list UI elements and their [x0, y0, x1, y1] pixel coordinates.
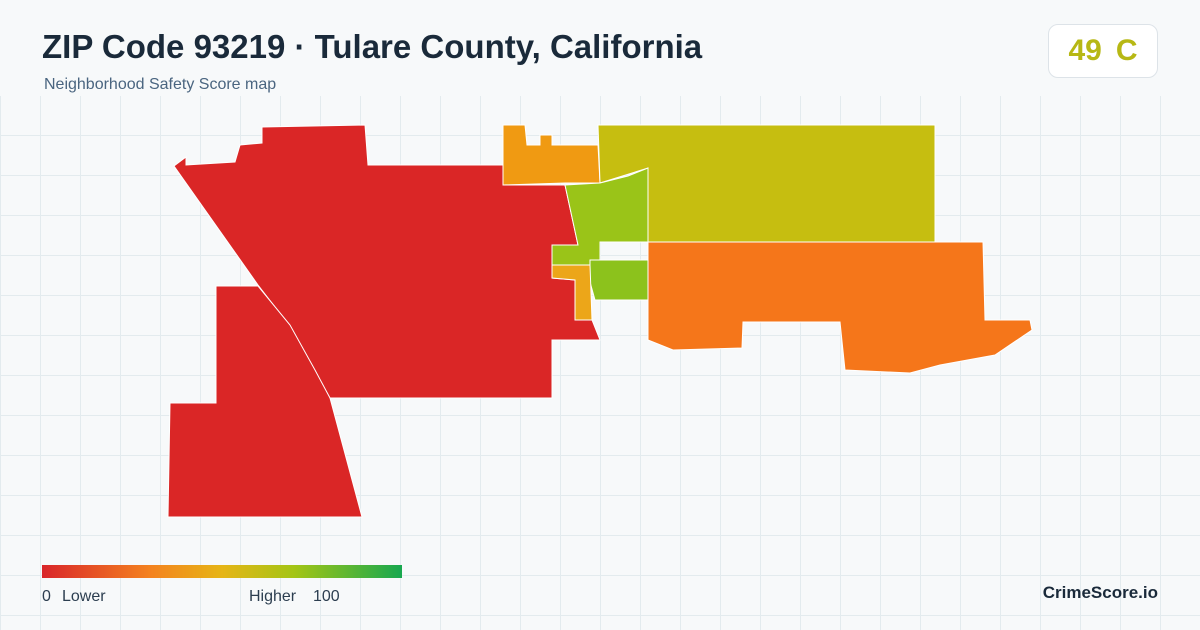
region	[502, 124, 601, 186]
brand: CrimeScore.io	[1042, 583, 1158, 602]
legend-gradient	[42, 565, 402, 578]
title: ZIP Code 93219 · Tulare County, Californ…	[42, 28, 703, 65]
legend-max: 100	[313, 588, 340, 605]
legend-max-label: Higher	[249, 588, 297, 605]
region	[597, 124, 936, 243]
legend-min-label: Lower	[62, 588, 106, 605]
score-value: 49	[1068, 34, 1102, 67]
region	[167, 285, 363, 518]
subtitle: Neighborhood Safety Score map	[44, 76, 277, 93]
region	[647, 241, 1033, 374]
legend-min: 0	[42, 588, 51, 605]
region	[551, 264, 593, 321]
region	[589, 259, 649, 301]
score-grade: C	[1115, 34, 1138, 67]
score-badge: 49 C	[1048, 24, 1158, 78]
